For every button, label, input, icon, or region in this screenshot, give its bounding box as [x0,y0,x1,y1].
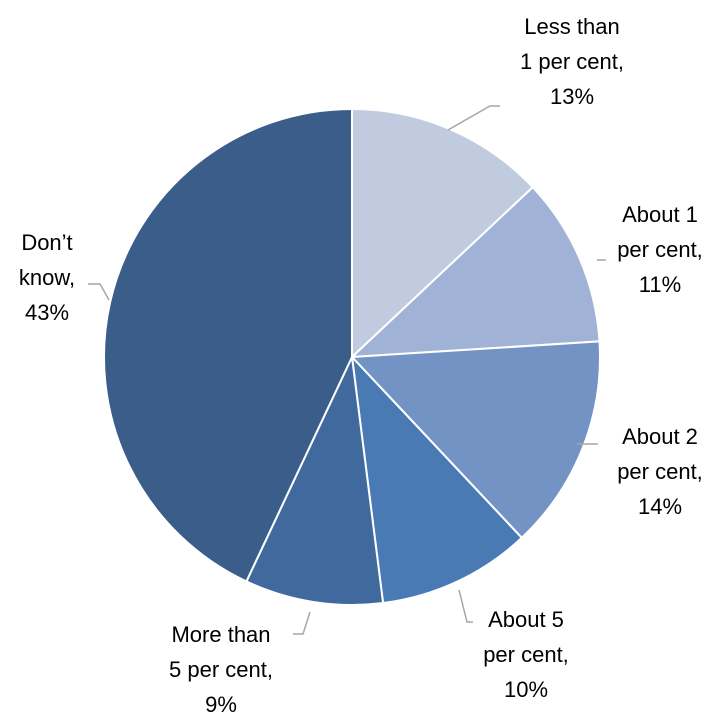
data-label-line: About 1 [622,202,698,227]
data-label-line: 9% [205,692,237,715]
data-label-line: 5 per cent, [169,657,273,682]
data-label-about-2-per-cent: About 2 per cent, 14% [617,424,703,519]
data-label-about-1-per-cent: About 1 per cent, 11% [617,202,703,297]
data-label-line: Less than [524,14,619,39]
data-label-about-5-per-cent: About 5 per cent, 10% [483,607,569,702]
pie-slice-more-than-5-per-cent [245,356,385,606]
data-label-line: 13% [550,84,594,109]
leader-line-don-t-know [88,283,110,301]
pie-slice-don-t-know [103,108,353,583]
leader-line-less-than-1-per-cent [447,105,500,131]
data-label-line: per cent, [483,642,569,667]
data-label-line: per cent, [617,237,703,262]
pie-slices [103,108,601,606]
data-label-line: 14% [638,494,682,519]
data-label-line: know, [19,265,75,290]
data-label-line: per cent, [617,459,703,484]
leader-line-about-5-per-cent [458,589,473,623]
data-label-line: More than [171,622,270,647]
leader-lines [88,105,606,635]
pie-slice-about-2-per-cent [351,340,601,539]
data-label-line: 1 per cent, [520,49,624,74]
data-label-line: 10% [504,677,548,702]
data-label-line: Don’t [21,230,72,255]
data-label-don-t-know: Don’t know, 43% [19,230,75,325]
pie-slice-about-1-per-cent [351,186,601,358]
data-label-more-than-5-per-cent: More than 5 per cent, 9% [169,622,273,715]
data-label-line: About 5 [488,607,564,632]
data-label-less-than-1-per-cent: Less than 1 per cent, 13% [520,14,624,109]
data-label-line: 43% [25,300,69,325]
leader-line-more-than-5-per-cent [293,611,311,635]
data-label-line: About 2 [622,424,698,449]
data-labels: Less than 1 per cent, 13% About 1 per cent, 1… [19,14,703,715]
pie-slice-about-5-per-cent [351,356,523,605]
data-label-line: 11% [639,272,681,297]
